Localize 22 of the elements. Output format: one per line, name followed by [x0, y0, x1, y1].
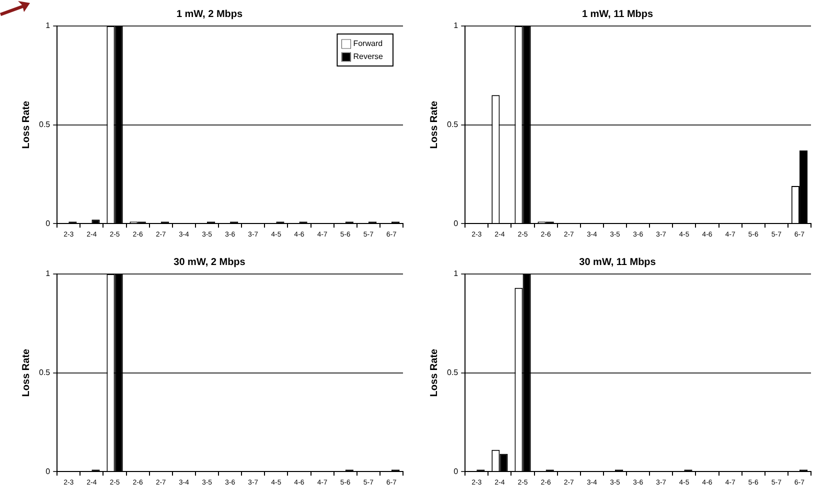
chart-title: 30 mW, 2 Mbps — [174, 256, 246, 268]
legend-label: Reverse — [353, 52, 384, 62]
chart-title: 1 mW, 2 Mbps — [176, 8, 243, 20]
y-tick-label: 0 — [46, 466, 51, 476]
legend-label: Forward — [353, 39, 383, 48]
y-tick-label: 0.5 — [38, 120, 51, 130]
y-tick-label: 0 — [454, 466, 459, 476]
y-tick-label: 1 — [46, 21, 51, 30]
y-axis-title: Loss Rate — [428, 348, 440, 397]
y-tick-label: 1 — [454, 21, 459, 30]
y-tick-label: 0.5 — [446, 368, 459, 378]
y-tick-label: 0.5 — [446, 120, 459, 130]
y-tick-label: 0 — [46, 218, 51, 228]
y-axis-title: Loss Rate — [20, 348, 32, 397]
y-tick-label: 1 — [454, 269, 459, 278]
chart-title: 1 mW, 11 Mbps — [582, 8, 654, 20]
chart-title: 30 mW, 11 Mbps — [579, 256, 656, 268]
y-tick-label: 0.5 — [38, 368, 51, 378]
y-axis-title: Loss Rate — [428, 100, 440, 149]
y-tick-label: 0 — [454, 218, 459, 228]
y-tick-label: 1 — [46, 269, 51, 278]
y-axis-title: Loss Rate — [20, 100, 32, 149]
